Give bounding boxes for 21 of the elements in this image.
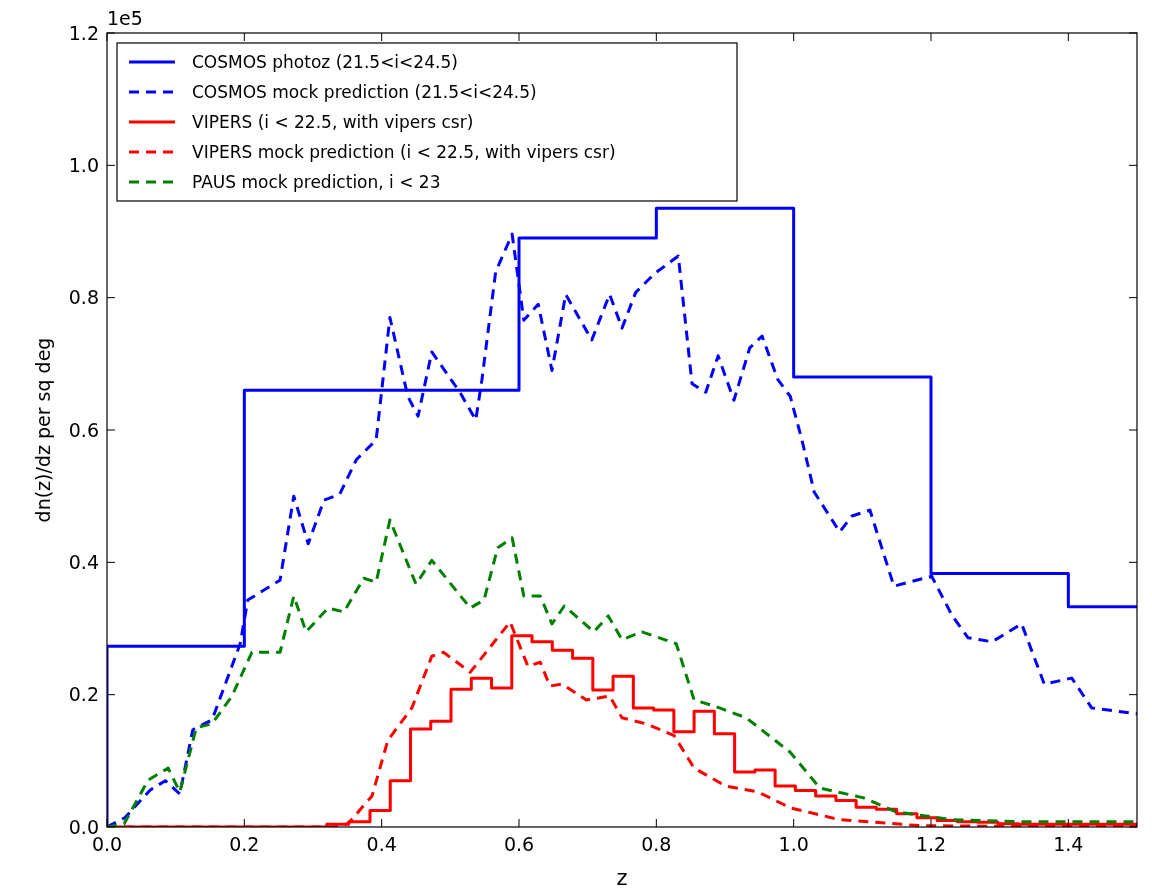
y-tick-label: 0.6 [68, 418, 99, 441]
y-tick-label: 0.8 [68, 286, 99, 309]
y-axis-title: dn(z)/dz per sq deg [32, 337, 54, 523]
x-tick-label: 0.2 [229, 833, 260, 855]
x-tick-label: 1.2 [915, 833, 947, 855]
x-tick-label: 0.4 [366, 833, 397, 855]
legend-label: VIPERS (i < 22.5, with vipers csr) [192, 111, 474, 132]
x-tick-label: 0.6 [503, 833, 535, 855]
legend-label: COSMOS mock prediction (21.5<i<24.5) [192, 81, 537, 102]
y-tick-label: 1.0 [68, 153, 99, 176]
legend-label: PAUS mock prediction, i < 23 [192, 171, 441, 192]
y-tick-label: 0.2 [68, 683, 99, 706]
text: 1e5 [107, 7, 143, 29]
x-tick-label: 1.0 [778, 833, 809, 855]
x-tick-label: 0.8 [641, 833, 672, 855]
y-tick-label: 1.2 [68, 21, 99, 44]
y-tick-label: 0.4 [68, 550, 99, 573]
x-tick-label: 1.4 [1053, 833, 1084, 855]
legend-label: VIPERS mock prediction (i < 22.5, with vipers csr) [192, 141, 616, 162]
legend-label: COSMOS photoz (21.5<i<24.5) [192, 51, 458, 72]
x-axis-title: z [616, 866, 628, 890]
